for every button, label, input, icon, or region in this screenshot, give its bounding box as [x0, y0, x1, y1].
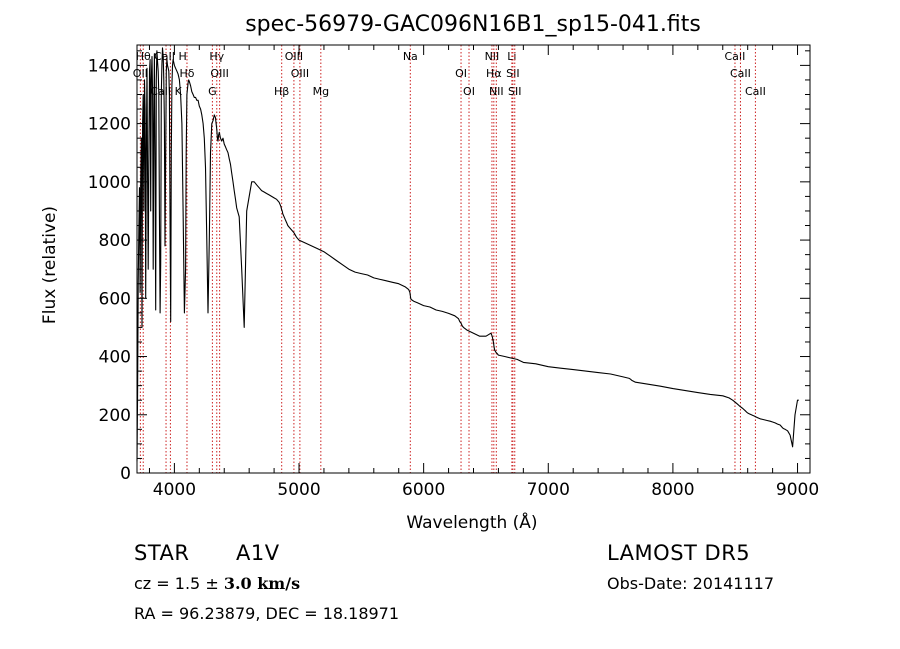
line-mark-label-21: CaII: [725, 50, 746, 63]
object-subclass: A1V: [236, 541, 280, 565]
y-tick-label-7: 1400: [88, 56, 131, 76]
x-tick-label-2: 6000: [402, 480, 445, 500]
line-mark-label-4: Hδ: [179, 67, 194, 80]
y-tick-label-6: 1200: [88, 115, 131, 135]
line-mark-label-7: OIII: [210, 67, 228, 80]
coordinates: RA = 96.23879, DEC = 18.18971: [134, 604, 400, 623]
line-mark-label-3: CaII H: [154, 50, 187, 63]
chart-title: spec-56979-GAC096N16B1_sp15-041.fits: [245, 12, 701, 37]
x-tick-label-5: 9000: [776, 480, 819, 500]
line-mark-label-14: OI: [463, 85, 475, 98]
line-mark-label-5: G: [208, 85, 217, 98]
line-mark-label-17: NII: [489, 85, 504, 98]
survey-name: LAMOST DR5: [607, 541, 751, 565]
object-class: STAR: [134, 541, 190, 565]
line-mark-label-16: Hα: [486, 67, 502, 80]
x-tick-label-1: 5000: [277, 480, 320, 500]
x-tick-label-4: 8000: [651, 480, 694, 500]
y-tick-label-3: 600: [99, 289, 131, 309]
line-mark-label-1: OII: [133, 67, 148, 80]
y-tick-label-5: 1000: [88, 173, 131, 193]
line-mark-label-8: Hβ: [274, 85, 289, 98]
spectrum-series: [136, 47, 799, 462]
line-mark-label-22: CaII: [730, 67, 751, 80]
x-tick-label-3: 7000: [527, 480, 570, 500]
y-axis-label: Flux (relative): [40, 206, 60, 324]
x-axis-label: Wavelength (Å): [406, 511, 537, 533]
line-mark-label-18: Li: [507, 50, 516, 63]
plus-minus-sign: ±: [205, 574, 219, 593]
plot-axes: 4000 5000 6000 7000 8000 9000 0 200 400 600 800 100…: [88, 44, 819, 500]
line-mark-label-12: Na: [403, 50, 418, 63]
line-mark-label-9: OIII: [285, 50, 303, 63]
line-mark-label-10: OIII: [291, 67, 309, 80]
plot-frame: [136, 44, 811, 474]
y-tick-label-4: 800: [99, 231, 131, 251]
line-mark-label-13: OI: [455, 67, 467, 80]
spectrum-line: [136, 47, 799, 462]
line-mark-label-19: SII: [506, 67, 519, 80]
y-tick-label-0: 0: [120, 464, 131, 484]
line-mark-label-20: SII: [508, 85, 521, 98]
y-tick-label-2: 400: [99, 348, 131, 368]
obs-date: Obs-Date: 20141117: [607, 574, 775, 593]
line-mark-label-0: Hθ: [136, 50, 151, 63]
redshift-line: cz = 1.5 ± 3.0 km/s: [134, 574, 300, 593]
x-tick-label-0: 4000: [153, 480, 196, 500]
line-mark-label-15: NII: [485, 50, 500, 63]
y-tick-label-1: 200: [99, 406, 131, 426]
cz-value: 3.0 km/s: [223, 574, 301, 593]
line-mark-label-11: Mg: [313, 85, 329, 98]
cz-prefix: cz = 1.5: [134, 574, 206, 593]
line-mark-label-23: CaII: [745, 85, 766, 98]
line-mark-label-6: Hγ: [209, 50, 224, 63]
